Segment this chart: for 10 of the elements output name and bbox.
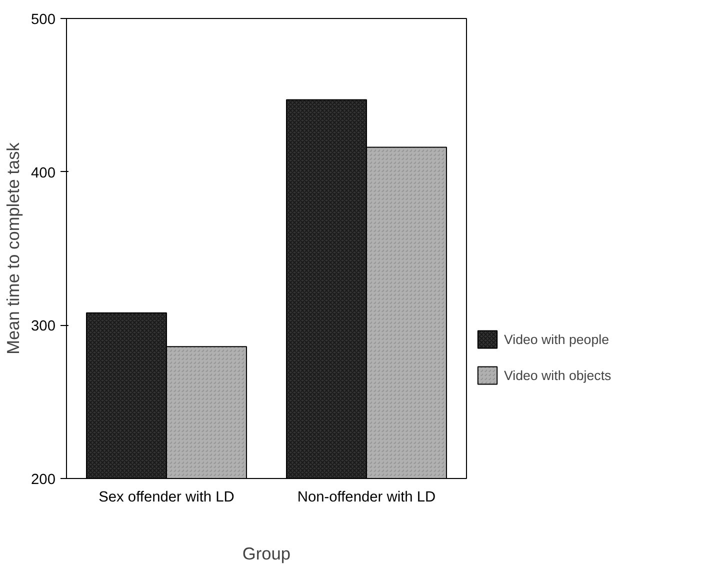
x-axis-title: Group <box>242 544 291 564</box>
y-tick-label: 300 <box>31 318 56 335</box>
y-axis-title: Mean time to complete task <box>3 142 24 354</box>
legend-label: Video with objects <box>504 368 612 382</box>
y-tick-label: 500 <box>31 12 56 28</box>
x-tick-label: Non-offender with LD <box>297 490 436 506</box>
y-tick-label: 400 <box>31 165 56 182</box>
y-tick-label: 200 <box>31 472 56 488</box>
legend-label: Video with people <box>504 332 609 346</box>
x-tick-label: Sex offender with LD <box>98 490 234 506</box>
